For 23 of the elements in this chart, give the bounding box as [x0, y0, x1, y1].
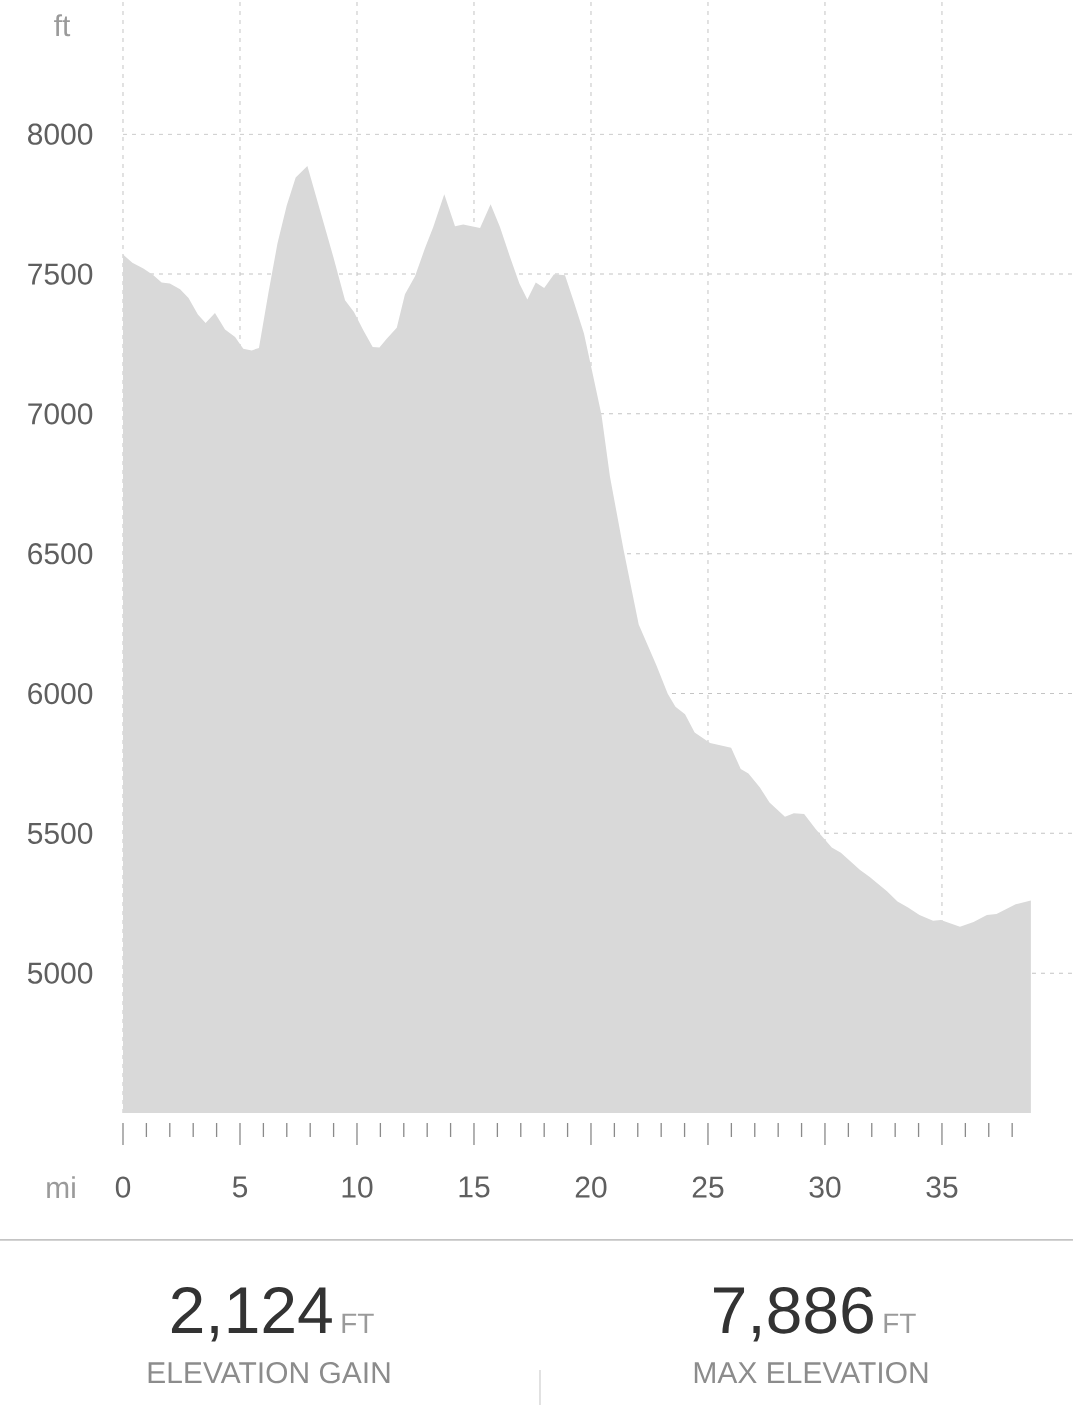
x-tick-label: 35: [926, 1176, 958, 1198]
y-tick-label: 6500: [28, 543, 93, 565]
y-tick-label: 5500: [27, 822, 93, 844]
y-tick-label: 5000: [27, 962, 93, 984]
text: FT: [884, 1313, 916, 1333]
x-tick-label: 20: [575, 1176, 607, 1198]
y-tick-label: 7500: [28, 263, 93, 285]
text: MAX ELEVATION: [694, 1362, 928, 1384]
text: 2,124: [171, 1286, 332, 1342]
text: FT: [342, 1313, 374, 1333]
x-tick-label: 30: [809, 1176, 841, 1198]
x-tick-label: 0: [115, 1176, 131, 1198]
x-axis-title: mi: [47, 1176, 75, 1198]
y-axis-title: ft: [54, 14, 71, 37]
text: ELEVATION GAIN: [148, 1362, 390, 1384]
y-tick-label: 8000: [28, 123, 93, 145]
text: 7,886: [714, 1286, 873, 1342]
x-tick-label: 25: [692, 1176, 724, 1198]
x-tick-label: 10: [342, 1176, 373, 1198]
x-tick-label: 5: [232, 1176, 248, 1198]
x-tick-label: 15: [459, 1176, 490, 1198]
y-tick-label: 7000: [28, 403, 93, 425]
y-tick-label: 6000: [28, 682, 93, 705]
